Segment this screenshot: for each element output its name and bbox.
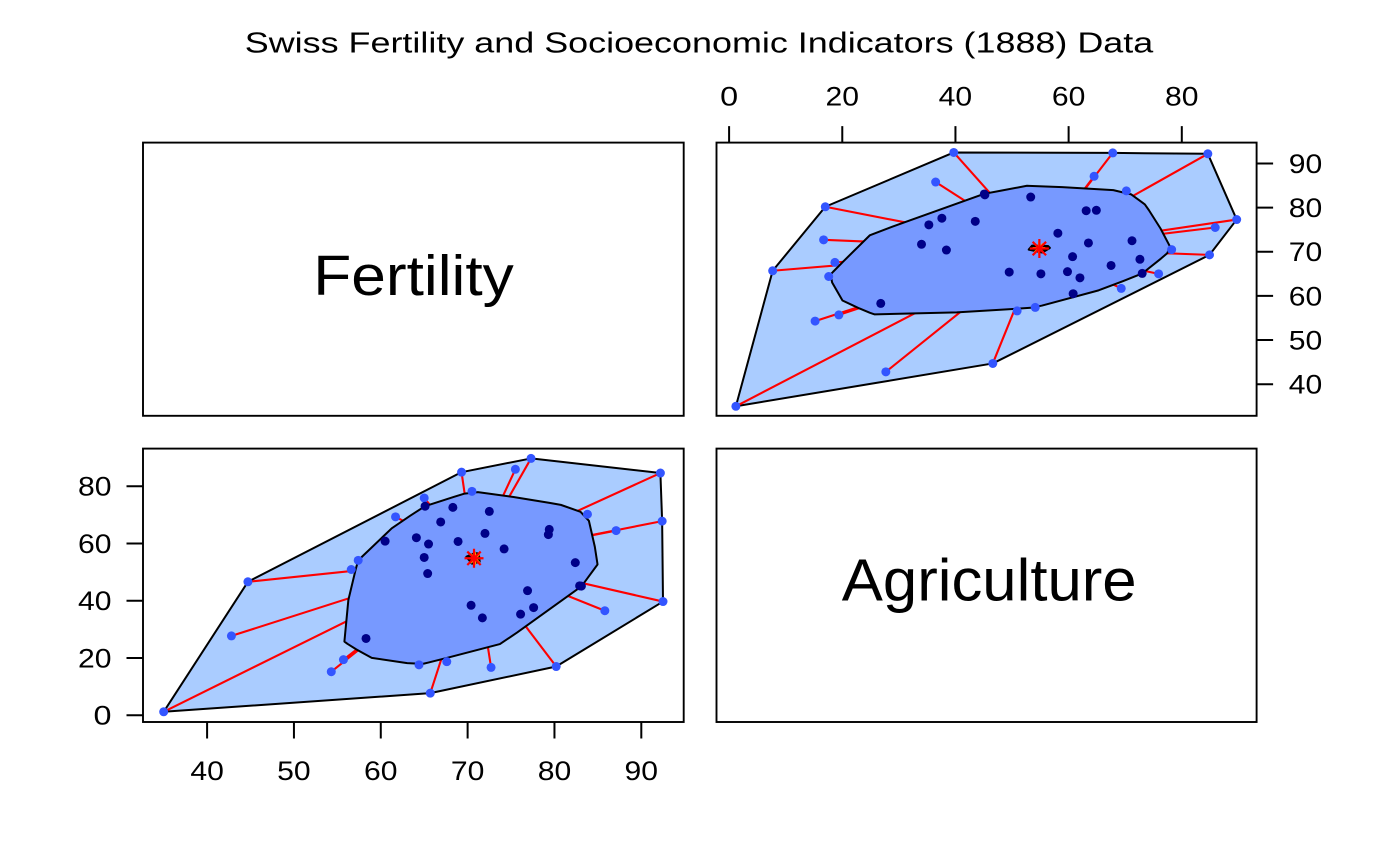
svg-text:70: 70 — [1289, 237, 1323, 267]
svg-text:20: 20 — [826, 81, 860, 111]
svg-text:50: 50 — [1289, 325, 1323, 355]
svg-text:60: 60 — [78, 529, 112, 559]
svg-text:0: 0 — [720, 81, 738, 111]
svg-text:80: 80 — [1289, 193, 1323, 223]
svg-text:Agriculture: Agriculture — [842, 548, 1137, 614]
svg-text:40: 40 — [1289, 370, 1323, 400]
svg-text:0: 0 — [94, 701, 112, 731]
svg-text:60: 60 — [364, 756, 398, 786]
svg-text:90: 90 — [625, 756, 659, 786]
svg-text:50: 50 — [277, 756, 311, 786]
svg-text:40: 40 — [190, 756, 224, 786]
svg-text:80: 80 — [538, 756, 572, 786]
svg-text:80: 80 — [78, 472, 112, 502]
svg-text:70: 70 — [451, 756, 485, 786]
svg-text:Swiss Fertility and Socioecono: Swiss Fertility and Socioeconomic Indica… — [245, 28, 1154, 60]
svg-text:Fertility: Fertility — [313, 244, 514, 308]
svg-text:40: 40 — [78, 586, 112, 616]
svg-text:20: 20 — [78, 643, 112, 673]
svg-text:40: 40 — [939, 81, 973, 111]
svg-text:60: 60 — [1052, 81, 1086, 111]
svg-text:80: 80 — [1165, 81, 1199, 111]
svg-text:90: 90 — [1289, 149, 1323, 179]
svg-text:60: 60 — [1289, 281, 1323, 311]
